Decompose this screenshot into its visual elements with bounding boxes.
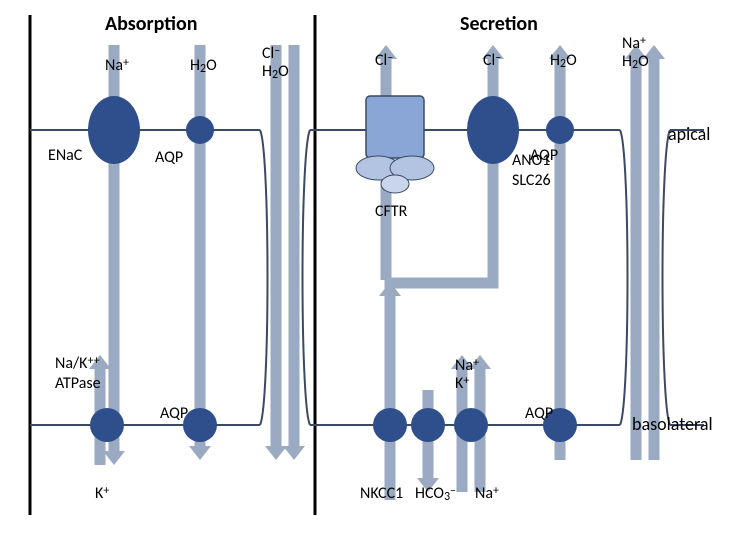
channel-cftr-box: [366, 96, 424, 158]
channel-enac: [88, 96, 140, 164]
channel-aqp: [186, 116, 214, 144]
label-aqp-b1: AQP: [160, 404, 188, 423]
label-enac: ENaC: [48, 146, 83, 165]
label-cftr: CFTR: [375, 202, 408, 221]
channel-aqp: [546, 116, 574, 144]
label-nkcc1: NKCC1: [360, 484, 403, 503]
arrow-bridge: [385, 278, 499, 289]
channel-atpase: [454, 408, 488, 442]
channel-cftr-r: [381, 175, 409, 193]
label-aqp-a2: AQP: [530, 146, 558, 165]
channel-atpase: [90, 408, 124, 442]
panel-title: Secretion: [460, 12, 538, 36]
label-hco3: HCO3–: [415, 484, 456, 505]
label-slc26: SLC26: [512, 171, 551, 190]
channel-hco3: [411, 408, 445, 442]
label-atp1b: ATPase: [55, 374, 101, 393]
panel-title: Absorption: [105, 12, 197, 36]
label-aqp-a1: AQP: [155, 148, 183, 167]
channel-nkcc1: [373, 408, 407, 442]
membrane-side-label: apical: [668, 123, 710, 145]
label-aqp-b2: AQP: [525, 404, 553, 423]
membrane-side-label: basolateral: [632, 413, 713, 435]
